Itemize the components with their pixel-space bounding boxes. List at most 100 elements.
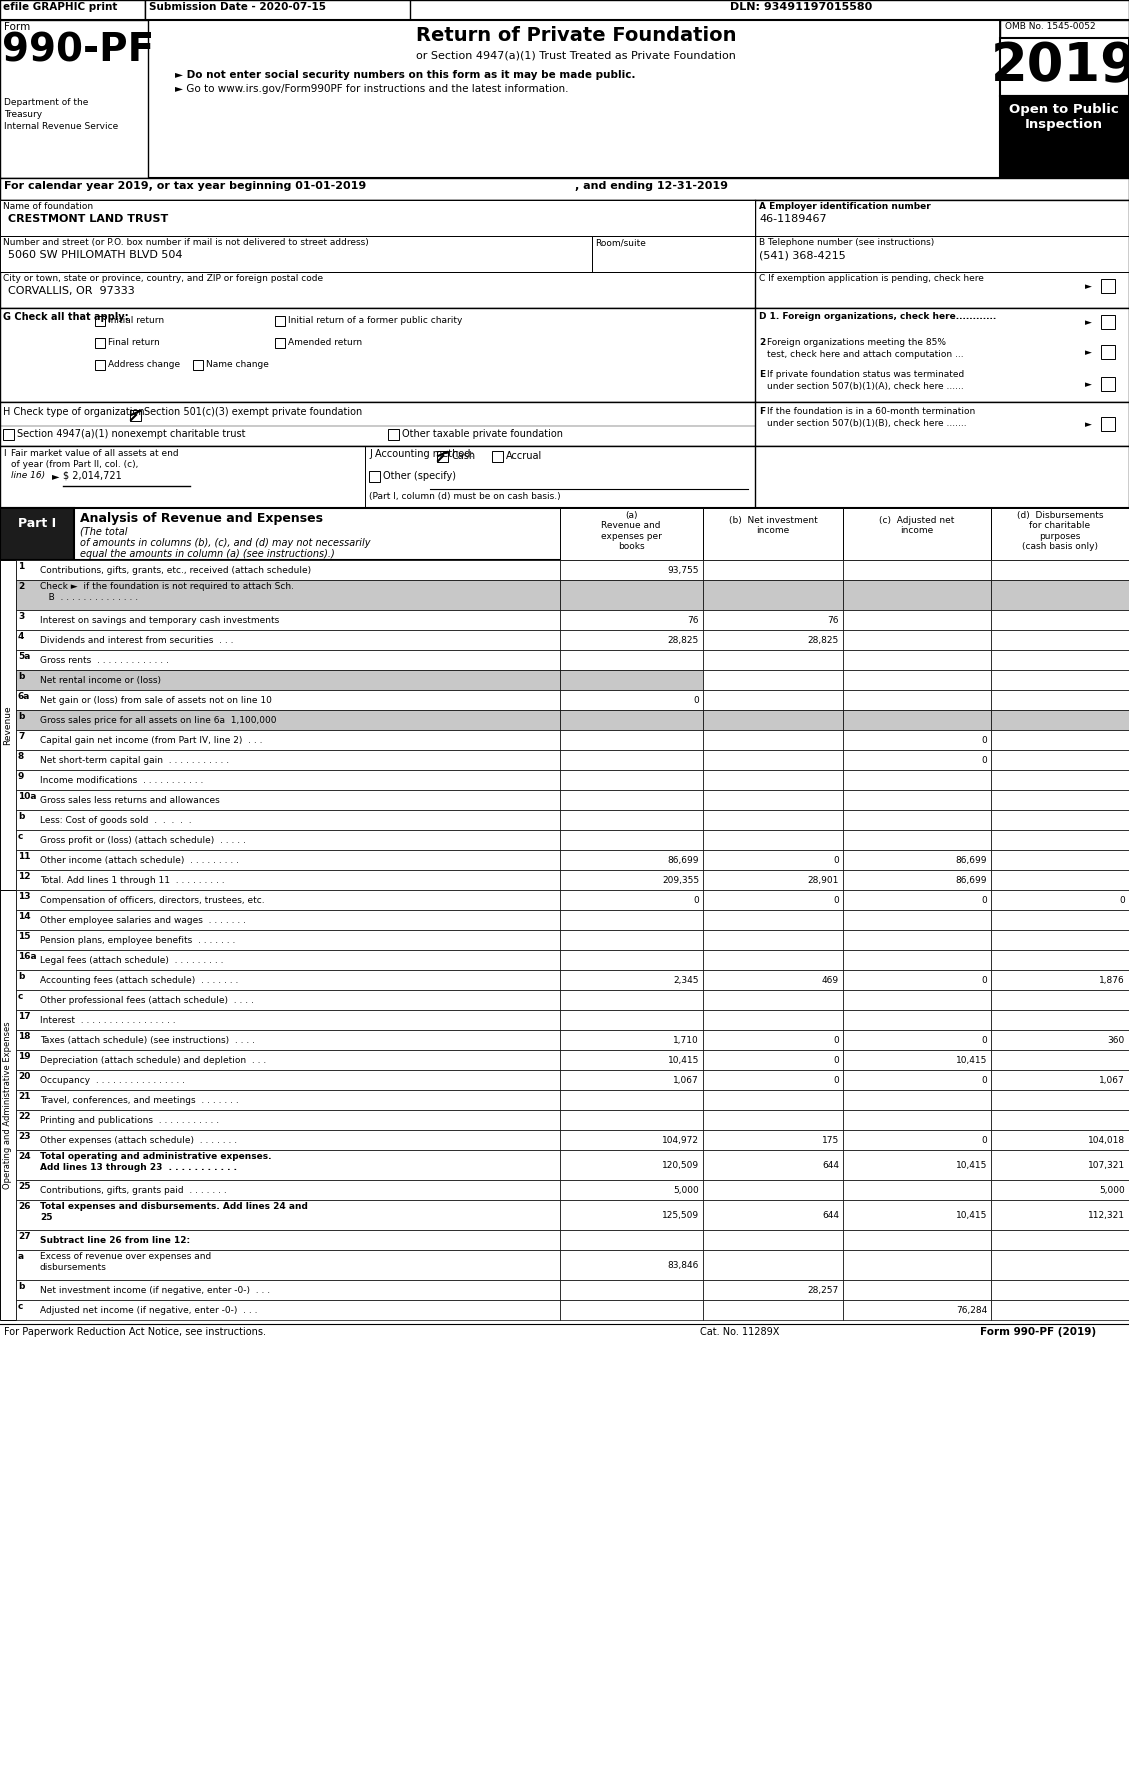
Bar — [991, 710, 1129, 730]
Bar — [16, 1109, 560, 1131]
Text: If private foundation status was terminated: If private foundation status was termina… — [767, 370, 964, 379]
Bar — [145, 0, 410, 20]
Bar — [843, 580, 991, 610]
Text: 10,415: 10,415 — [955, 1056, 987, 1064]
Text: 112,321: 112,321 — [1088, 1211, 1124, 1220]
Bar — [991, 989, 1129, 1011]
Text: 21: 21 — [18, 1091, 30, 1100]
Bar — [843, 989, 991, 1011]
Bar — [1000, 38, 1129, 97]
Bar — [703, 930, 843, 950]
Text: Contributions, gifts, grants paid  . . . . . . .: Contributions, gifts, grants paid . . . … — [40, 1186, 227, 1195]
Text: 28,257: 28,257 — [807, 1286, 839, 1295]
Bar — [703, 560, 843, 580]
Text: (a)
Revenue and
expenses per
books: (a) Revenue and expenses per books — [601, 512, 662, 551]
Bar — [703, 1131, 843, 1150]
Bar — [275, 338, 285, 349]
Text: H Check type of organization:: H Check type of organization: — [3, 408, 148, 417]
Text: of amounts in columns (b), (c), and (d) may not necessarily: of amounts in columns (b), (c), and (d) … — [80, 538, 370, 547]
Text: disbursements: disbursements — [40, 1263, 107, 1272]
Text: of year (from Part II, col. (c),: of year (from Part II, col. (c), — [11, 460, 139, 469]
Bar — [16, 911, 560, 930]
Text: 1,067: 1,067 — [1100, 1075, 1124, 1084]
Bar — [16, 730, 560, 750]
Text: Submission Date - 2020-07-15: Submission Date - 2020-07-15 — [149, 2, 326, 13]
Bar — [16, 850, 560, 869]
Bar — [592, 236, 755, 272]
Text: Interest on savings and temporary cash investments: Interest on savings and temporary cash i… — [40, 615, 279, 624]
Bar — [991, 1131, 1129, 1150]
Bar — [991, 889, 1129, 911]
Text: c: c — [18, 832, 24, 841]
Bar — [703, 911, 843, 930]
Text: CORVALLIS, OR  97333: CORVALLIS, OR 97333 — [8, 286, 134, 295]
Bar — [843, 630, 991, 649]
Bar — [16, 1070, 560, 1090]
Bar — [560, 1050, 703, 1070]
Text: Other professional fees (attach schedule)  . . . .: Other professional fees (attach schedule… — [40, 996, 254, 1005]
Bar — [560, 769, 703, 791]
Text: 0: 0 — [981, 977, 987, 986]
Bar — [560, 950, 703, 970]
Text: ►: ► — [1085, 318, 1092, 327]
Text: Operating and Administrative Expenses: Operating and Administrative Expenses — [3, 1022, 12, 1190]
Bar — [95, 360, 105, 370]
Text: Accrual: Accrual — [506, 451, 542, 462]
Bar — [560, 1181, 703, 1200]
Text: 2: 2 — [18, 581, 24, 590]
Bar — [16, 830, 560, 850]
Bar — [703, 671, 843, 691]
Text: Net gain or (loss) from sale of assets not on line 10: Net gain or (loss) from sale of assets n… — [40, 696, 272, 705]
Bar — [991, 1231, 1129, 1251]
Bar — [560, 1090, 703, 1109]
Bar — [1101, 345, 1115, 360]
Text: (The total: (The total — [80, 528, 128, 537]
Bar — [703, 1030, 843, 1050]
Bar — [703, 850, 843, 869]
Text: (c)  Adjusted net
income: (c) Adjusted net income — [879, 515, 955, 535]
Bar — [843, 1090, 991, 1109]
Text: c: c — [18, 1302, 24, 1311]
Text: Printing and publications  . . . . . . . . . . .: Printing and publications . . . . . . . … — [40, 1116, 219, 1125]
Text: 5060 SW PHILOMATH BLVD 504: 5060 SW PHILOMATH BLVD 504 — [8, 250, 183, 259]
Bar — [843, 508, 991, 560]
Text: Initial return: Initial return — [108, 317, 164, 326]
Bar — [560, 750, 703, 769]
Bar — [193, 360, 203, 370]
Text: Net rental income or (loss): Net rental income or (loss) — [40, 676, 161, 685]
Bar — [991, 691, 1129, 710]
Bar — [0, 508, 1129, 560]
Bar — [843, 730, 991, 750]
Text: For calendar year 2019, or tax year beginning 01-01-2019: For calendar year 2019, or tax year begi… — [5, 181, 366, 191]
Text: (Part I, column (d) must be on cash basis.): (Part I, column (d) must be on cash basi… — [369, 492, 561, 501]
Bar — [991, 950, 1129, 970]
Bar — [991, 869, 1129, 889]
Bar — [843, 869, 991, 889]
Bar — [843, 889, 991, 911]
Bar — [0, 445, 1129, 508]
Text: 93,755: 93,755 — [667, 565, 699, 574]
Bar — [843, 1231, 991, 1251]
Bar — [95, 317, 105, 326]
Text: $ 2,014,721: $ 2,014,721 — [63, 471, 122, 481]
Bar — [703, 1200, 843, 1231]
Text: Analysis of Revenue and Expenses: Analysis of Revenue and Expenses — [80, 512, 323, 524]
Text: B Telephone number (see instructions): B Telephone number (see instructions) — [759, 238, 935, 247]
Text: J Accounting method:: J Accounting method: — [369, 449, 474, 460]
Text: 12: 12 — [18, 871, 30, 880]
Bar — [991, 810, 1129, 830]
Bar — [843, 769, 991, 791]
Text: 76: 76 — [828, 615, 839, 624]
Text: 0: 0 — [693, 696, 699, 705]
Bar — [703, 1181, 843, 1200]
Text: 16a: 16a — [18, 952, 36, 961]
Bar — [560, 649, 703, 671]
Text: 0: 0 — [833, 1075, 839, 1084]
Text: 18: 18 — [18, 1032, 30, 1041]
Bar — [843, 1050, 991, 1070]
Text: 10,415: 10,415 — [955, 1211, 987, 1220]
Text: efile GRAPHIC print: efile GRAPHIC print — [3, 2, 117, 13]
Text: 76: 76 — [688, 615, 699, 624]
Bar — [703, 1231, 843, 1251]
Bar — [703, 970, 843, 989]
